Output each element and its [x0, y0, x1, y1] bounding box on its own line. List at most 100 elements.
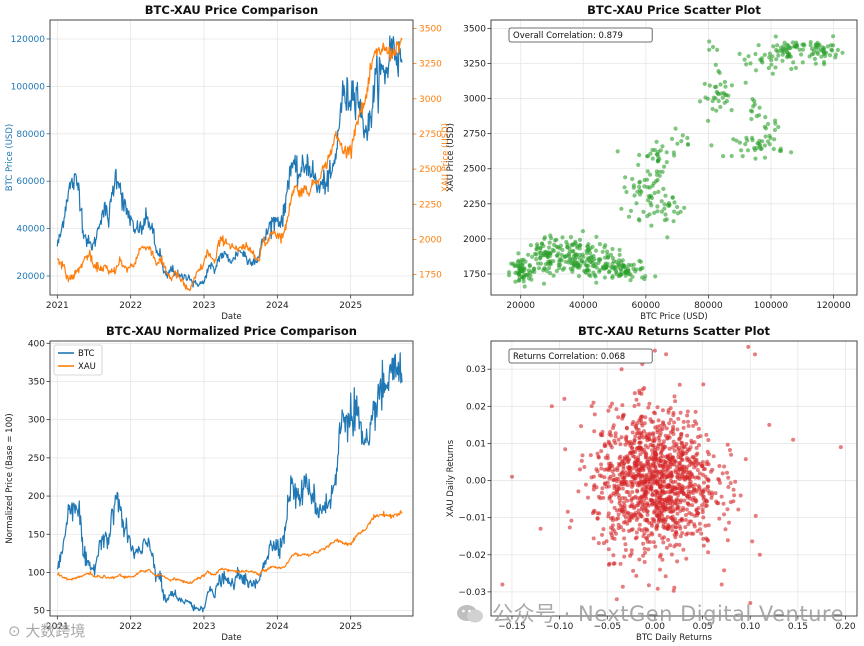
scatter-point [677, 382, 682, 387]
scatter-point [620, 416, 625, 421]
scatter-point [599, 462, 604, 467]
scatter-point [652, 190, 657, 196]
plot-border [49, 340, 414, 617]
scatter-point [638, 476, 643, 481]
scatter-point [671, 588, 676, 593]
scatter-point [700, 503, 704, 508]
scatter-point [559, 258, 564, 263]
scatter-point [662, 164, 667, 169]
scatter-point [685, 409, 690, 414]
scatter-point [616, 274, 622, 279]
scatter-point [570, 269, 575, 274]
y-tick-label: 3500 [463, 24, 486, 34]
scatter-point [669, 136, 675, 141]
scatter-point [673, 501, 678, 506]
scatter-point [569, 518, 574, 523]
x-tick-label: 2025 [339, 622, 362, 632]
scatter-point [546, 250, 551, 255]
scatter-point [584, 270, 589, 275]
scatter-point [772, 127, 778, 133]
scatter-point [674, 542, 679, 547]
scatter-point [672, 420, 677, 425]
scatter-point [718, 480, 722, 485]
scatter-point [640, 495, 645, 500]
scatter-point [624, 438, 629, 442]
scatter-point [707, 83, 712, 88]
scatter-point [762, 52, 767, 57]
scatter-point [638, 267, 643, 272]
scatter-point [620, 584, 625, 589]
scatter-point [731, 487, 736, 492]
scatter-point [651, 481, 656, 486]
scatter-point [840, 50, 845, 55]
x-tick-label: 0.15 [788, 622, 808, 632]
scatter-point [642, 276, 647, 282]
scatter-point [644, 477, 649, 482]
scatter-point [746, 54, 751, 59]
scatter-point [663, 212, 668, 217]
scatter-point [634, 201, 639, 206]
scatter-point [600, 429, 605, 434]
scatter-point [667, 483, 672, 488]
scatter-point [692, 465, 697, 470]
scatter-point [678, 500, 683, 505]
x-tick-label: 2023 [193, 301, 216, 311]
scatter-point [739, 148, 744, 153]
scatter-point [645, 528, 650, 533]
scatter-point [642, 546, 647, 551]
scatter-point [596, 455, 601, 460]
scatter-point [621, 528, 626, 533]
scatter-point [707, 39, 712, 44]
scatter-point [641, 541, 646, 546]
legend: BTC XAU [53, 344, 103, 376]
scatter-point [754, 114, 759, 119]
scatter-point [500, 582, 505, 587]
scatter-point [716, 477, 721, 481]
scatter-point [671, 150, 676, 155]
scatter-point [640, 387, 645, 392]
scatter-point [709, 490, 714, 495]
scatter-point [775, 43, 780, 48]
scatter-point [617, 252, 622, 257]
scatter-point [678, 434, 683, 439]
scatter-point [677, 542, 682, 547]
x-tick-label: 2021 [46, 301, 69, 311]
scatter-point [629, 445, 634, 450]
scatter-point [619, 471, 624, 476]
scatter-point [705, 449, 710, 454]
scatter-point [830, 48, 835, 53]
scatter-point [610, 274, 615, 279]
x-axis-label: Date [221, 633, 241, 643]
scatter-point [534, 246, 540, 251]
scatter-point [682, 444, 687, 449]
scatter-point [632, 404, 637, 408]
scatter-point [675, 204, 680, 210]
scatter-point [710, 98, 715, 104]
scatter-point [644, 483, 649, 488]
scatter-point [653, 544, 658, 549]
scatter-point [517, 278, 522, 283]
scatter-point [722, 512, 726, 517]
scatter-point [622, 536, 627, 541]
scatter-point [591, 536, 596, 541]
scatter-point [605, 261, 610, 266]
scatter-point [623, 519, 628, 524]
scatter-point [649, 419, 654, 424]
y-tick-label: 3000 [463, 95, 486, 105]
scatter-point [516, 251, 521, 256]
scatter-point [675, 472, 680, 477]
scatter-point [799, 52, 804, 57]
scatter-point [729, 452, 734, 457]
scatter-point [609, 516, 614, 521]
scatter-point [773, 65, 778, 70]
y-tick-label: 200 [28, 492, 45, 502]
scatter-point [575, 263, 580, 269]
annotation-box [508, 348, 653, 364]
scatter-point [597, 242, 603, 247]
scatter-point [621, 412, 626, 417]
scatter-point [636, 508, 641, 513]
scatter-point [640, 488, 645, 493]
scatter-point [665, 506, 669, 511]
scatter-point [642, 560, 647, 564]
